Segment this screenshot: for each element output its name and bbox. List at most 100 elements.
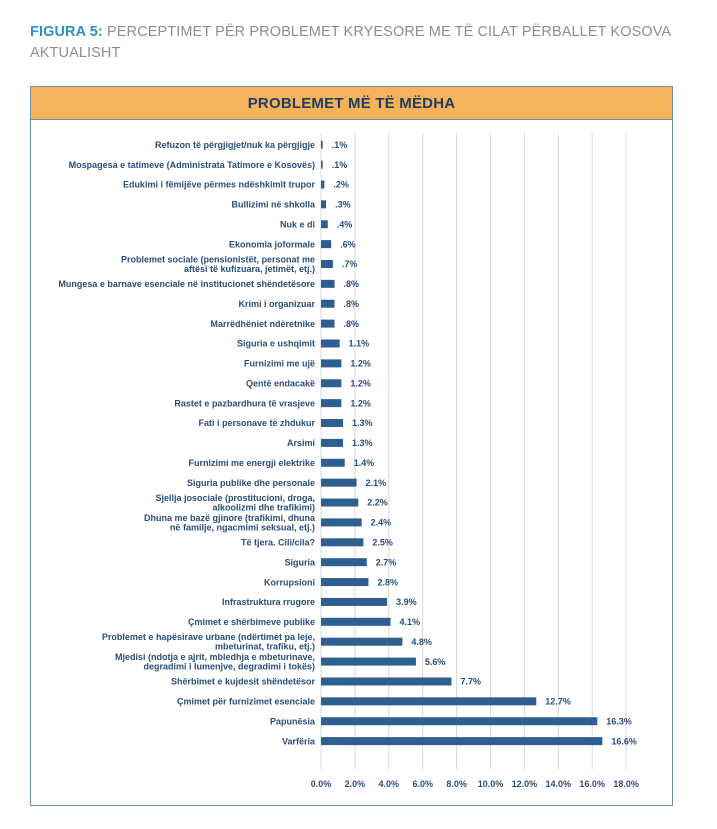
category-label: Rastet e pazbardhura të vrasjeve: [174, 398, 315, 408]
bar: [321, 697, 537, 706]
value-label: .2%: [333, 180, 349, 190]
value-label: 16.3%: [606, 716, 632, 726]
category-label-line: Qentë endacakë: [246, 378, 315, 388]
category-label-line: degradimi i lumenjve, degradimi i tokës): [143, 662, 315, 672]
x-tick-label: 4.0%: [379, 779, 400, 789]
category-label: Refuzon të përgjigjet/nuk ka përgjigje: [155, 140, 315, 150]
category-label-line: Çmimet e shërbimeve publike: [188, 617, 315, 627]
category-label-line: Furnizimi me ujë: [244, 359, 315, 369]
category-label: Sjellja josociale (prostitucioni, droga,…: [155, 493, 315, 513]
category-label: Furnizimi me ujë: [244, 359, 315, 369]
value-label: 3.9%: [396, 597, 417, 607]
category-label-line: Mospagesa e tatimeve (Administrata Tatim…: [69, 160, 315, 170]
category-label-line: Infrastruktura rrugore: [222, 597, 315, 607]
category-label: Siguria e ushqimit: [237, 339, 315, 349]
bar: [321, 419, 344, 428]
bar: [321, 319, 335, 328]
value-label: 4.8%: [411, 637, 432, 647]
bar: [321, 637, 403, 646]
category-label: Problemet sociale (pensionistët, persona…: [121, 254, 315, 274]
category-label-line: Çmimet për furnizimet esenciale: [177, 697, 315, 707]
bar: [321, 578, 369, 587]
category-label: Dhuna me bazë gjinore (trafikimi, dhuna n…: [144, 513, 316, 533]
value-label: 16.6%: [611, 736, 637, 746]
value-label: .8%: [344, 279, 360, 289]
bar: [321, 259, 333, 268]
category-label: Të tjera. Cili/cila?: [241, 538, 315, 548]
bar: [321, 518, 362, 527]
bar: [321, 677, 452, 686]
category-label: Mospagesa e tatimeve (Administrata Tatim…: [69, 160, 315, 170]
value-label: 1.1%: [349, 339, 370, 349]
category-label-line: Refuzon të përgjigjet/nuk ka përgjigje: [155, 140, 315, 150]
category-label: Ekonomia joformale: [229, 239, 315, 249]
x-tick-label: 8.0%: [446, 779, 467, 789]
category-label-line: Problemet e hapësirave urbane (ndërtimet…: [102, 632, 315, 642]
value-label: 2.8%: [377, 577, 398, 587]
value-label: .6%: [340, 239, 356, 249]
bar: [321, 478, 357, 487]
value-label: .4%: [337, 219, 353, 229]
value-label: .7%: [342, 259, 358, 269]
bar: [321, 200, 327, 209]
value-label: 1.2%: [350, 359, 371, 369]
bar-chart: 0.0% 2.0% 4.0% 6.0% 8.0% 10.0% 12.0% 14.0% 16.0%…: [58, 133, 639, 789]
category-label-line: Rastet e pazbardhura të vrasjeve: [174, 398, 315, 408]
category-label: Qentë endacakë: [246, 378, 315, 388]
bar: [321, 458, 345, 467]
category-label: Shërbimet e kujdesit shëndetësor: [171, 677, 316, 687]
bar: [321, 438, 344, 447]
category-label: Mjedisi (ndotja e ajrit, mbledhja e mbet…: [115, 652, 315, 672]
x-tick-label: 2.0%: [345, 779, 366, 789]
bar: [321, 617, 391, 626]
category-label-line: mbeturinat, trafiku, etj.): [215, 642, 315, 652]
value-label: .1%: [332, 140, 348, 150]
category-label-line: Korrupsioni: [264, 577, 315, 587]
category-label-line: Arsimi: [287, 438, 315, 448]
category-label-line: Ekonomia joformale: [229, 239, 315, 249]
category-label: Krimi i organizuar: [238, 299, 315, 309]
x-tick-label: 10.0%: [478, 779, 504, 789]
category-label: Siguria publike dhe personale: [187, 478, 315, 488]
bar: [321, 597, 388, 606]
value-label: 1.2%: [350, 378, 371, 388]
value-label: .1%: [332, 160, 348, 170]
category-label-line: Krimi i organizuar: [238, 299, 315, 309]
category-label: Çmimet e shërbimeve publike: [188, 617, 315, 627]
x-tick-label: 18.0%: [613, 779, 639, 789]
bar: [321, 657, 416, 666]
value-label: 7.7%: [461, 677, 482, 687]
category-label: Çmimet për furnizimet esenciale: [177, 697, 315, 707]
category-label-line: Siguria e ushqimit: [237, 339, 315, 349]
category-label-line: Problemet sociale (pensionistët, persona…: [121, 254, 315, 264]
category-label: Varfëria: [282, 736, 316, 746]
figure-title: FIGURA 5: PERCEPTIMET PËR PROBLEMET KRYE…: [30, 22, 690, 64]
category-label-line: Shërbimet e kujdesit shëndetësor: [171, 677, 316, 687]
value-label: .3%: [335, 200, 351, 210]
category-label: Arsimi: [287, 438, 315, 448]
bar: [321, 299, 335, 308]
value-label: 1.3%: [352, 438, 373, 448]
bar: [321, 379, 342, 388]
bar: [321, 140, 323, 149]
value-label: 4.1%: [399, 617, 420, 627]
value-label: .8%: [344, 299, 360, 309]
bar: [321, 279, 335, 288]
category-label-line: Siguria: [284, 557, 316, 567]
category-label-line: Bullizimi në shkolla: [231, 200, 316, 210]
value-label: 2.1%: [366, 478, 387, 488]
category-label: Marrëdhëniet ndëretnike: [210, 319, 315, 329]
category-label-line: Marrëdhëniet ndëretnike: [210, 319, 315, 329]
bar: [321, 180, 325, 189]
bar: [321, 717, 598, 726]
bar: [321, 558, 367, 567]
x-tick-label: 6.0%: [412, 779, 433, 789]
figure-title-text: PERCEPTIMET PËR PROBLEMET KRYESORE ME TË…: [30, 24, 671, 61]
category-label: Korrupsioni: [264, 577, 315, 587]
value-label: 12.7%: [545, 697, 571, 707]
category-label-line: Varfëria: [282, 736, 316, 746]
x-tick-label: 16.0%: [579, 779, 605, 789]
bar: [321, 399, 342, 408]
value-label: 2.2%: [367, 498, 388, 508]
category-label: Siguria: [284, 557, 316, 567]
